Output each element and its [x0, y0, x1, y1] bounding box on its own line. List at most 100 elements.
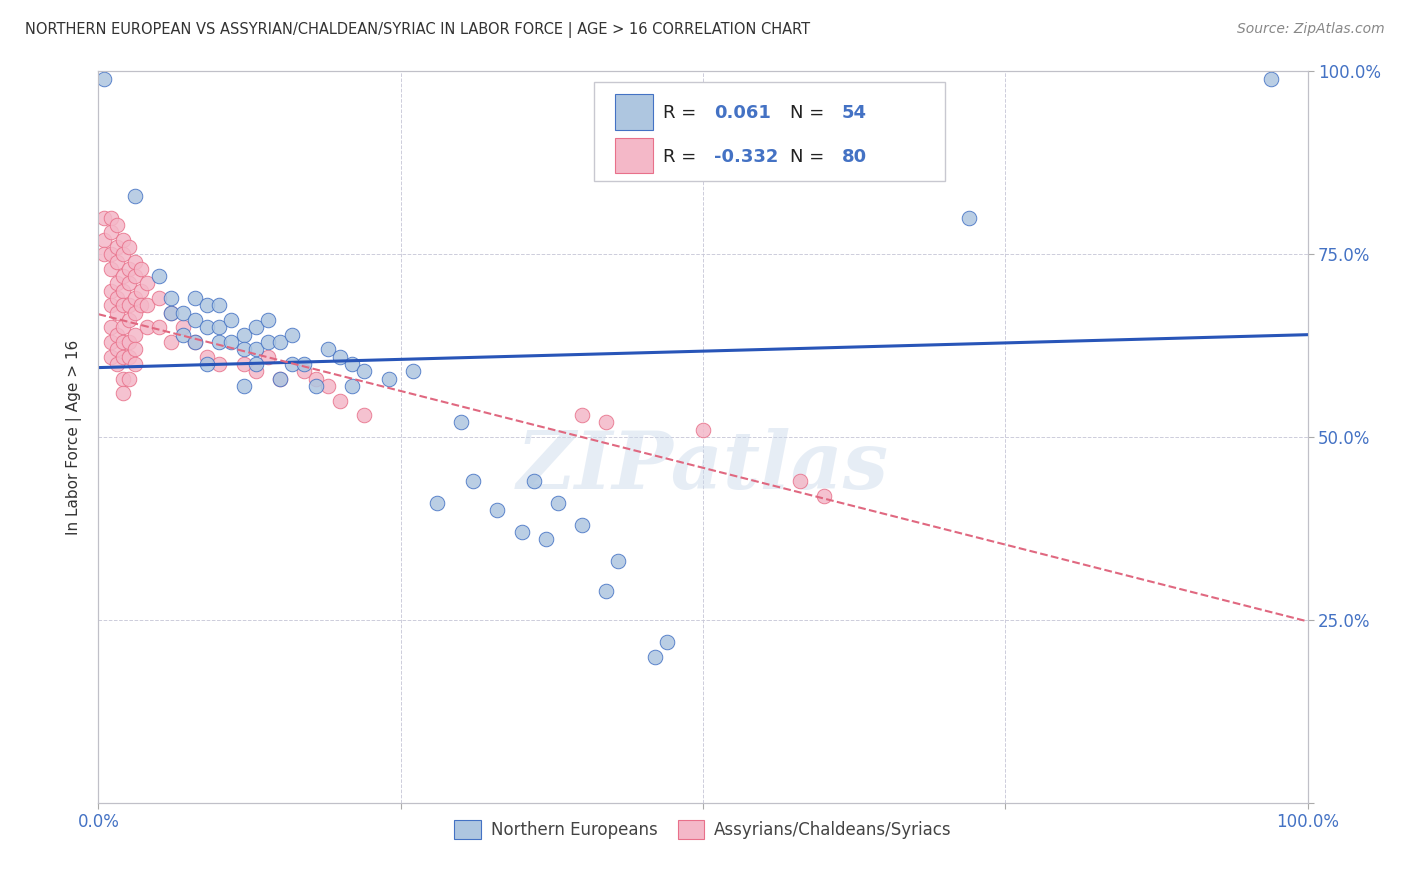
- Point: [450, 416, 472, 430]
- Point: [644, 649, 666, 664]
- Point: [118, 371, 141, 385]
- Point: [111, 247, 134, 261]
- Point: [124, 343, 146, 357]
- Point: [100, 211, 122, 225]
- Point: [160, 291, 183, 305]
- Point: [129, 261, 152, 276]
- Point: [111, 386, 134, 401]
- Point: [281, 357, 304, 371]
- Point: [148, 320, 170, 334]
- Point: [124, 188, 146, 202]
- Point: [571, 517, 593, 532]
- Point: [100, 350, 122, 364]
- Point: [232, 343, 254, 357]
- Point: [111, 334, 134, 349]
- Point: [208, 357, 231, 371]
- Point: [172, 327, 194, 342]
- Point: [305, 371, 328, 385]
- Point: [232, 357, 254, 371]
- Point: [256, 334, 278, 349]
- Point: [100, 225, 122, 239]
- Point: [160, 306, 183, 320]
- Point: [195, 350, 218, 364]
- Point: [100, 284, 122, 298]
- Point: [292, 357, 315, 371]
- Point: [124, 357, 146, 371]
- Point: [245, 343, 267, 357]
- Point: [118, 313, 141, 327]
- Point: [118, 334, 141, 349]
- Point: [118, 261, 141, 276]
- Point: [245, 357, 267, 371]
- Point: [135, 298, 157, 312]
- Text: 80: 80: [842, 148, 868, 166]
- Point: [292, 364, 315, 378]
- Point: [111, 350, 134, 364]
- Point: [595, 416, 617, 430]
- Text: ZIPatlas: ZIPatlas: [517, 427, 889, 505]
- Point: [184, 334, 207, 349]
- Point: [269, 371, 291, 385]
- Point: [595, 583, 617, 598]
- Bar: [614, 138, 654, 173]
- Point: [118, 350, 141, 364]
- Point: [256, 350, 278, 364]
- Point: [342, 379, 364, 393]
- Text: N =: N =: [790, 104, 830, 122]
- Point: [124, 327, 146, 342]
- Point: [486, 503, 509, 517]
- Point: [129, 298, 152, 312]
- Point: [129, 284, 152, 298]
- Point: [534, 533, 557, 547]
- Point: [245, 364, 267, 378]
- Point: [208, 334, 231, 349]
- Point: [221, 334, 243, 349]
- Bar: [614, 95, 654, 129]
- Point: [135, 277, 157, 291]
- Point: [655, 635, 678, 649]
- Legend: Northern Europeans, Assyrians/Chaldeans/Syriacs: Northern Europeans, Assyrians/Chaldeans/…: [447, 814, 959, 846]
- Point: [281, 327, 304, 342]
- Point: [232, 379, 254, 393]
- Point: [813, 489, 835, 503]
- FancyBboxPatch shape: [595, 82, 945, 181]
- Point: [135, 320, 157, 334]
- Point: [692, 423, 714, 437]
- Point: [124, 269, 146, 284]
- Point: [111, 320, 134, 334]
- Point: [571, 408, 593, 422]
- Text: 0.061: 0.061: [714, 104, 770, 122]
- Point: [195, 320, 218, 334]
- Point: [232, 327, 254, 342]
- Point: [510, 525, 533, 540]
- Point: [124, 254, 146, 268]
- Point: [353, 364, 375, 378]
- Point: [316, 343, 339, 357]
- Point: [100, 334, 122, 349]
- Point: [105, 254, 128, 268]
- Point: [93, 233, 115, 247]
- Point: [124, 306, 146, 320]
- Point: [105, 343, 128, 357]
- Point: [208, 320, 231, 334]
- Point: [111, 371, 134, 385]
- Text: Source: ZipAtlas.com: Source: ZipAtlas.com: [1237, 22, 1385, 37]
- Point: [111, 284, 134, 298]
- Point: [100, 320, 122, 334]
- Point: [148, 291, 170, 305]
- Point: [93, 211, 115, 225]
- Point: [105, 357, 128, 371]
- Point: [329, 350, 352, 364]
- Point: [269, 371, 291, 385]
- Text: 54: 54: [842, 104, 868, 122]
- Point: [402, 364, 425, 378]
- Point: [353, 408, 375, 422]
- Point: [172, 306, 194, 320]
- Point: [789, 474, 811, 488]
- Point: [100, 298, 122, 312]
- Y-axis label: In Labor Force | Age > 16: In Labor Force | Age > 16: [66, 340, 83, 534]
- Point: [105, 291, 128, 305]
- Text: N =: N =: [790, 148, 830, 166]
- Point: [245, 320, 267, 334]
- Point: [195, 298, 218, 312]
